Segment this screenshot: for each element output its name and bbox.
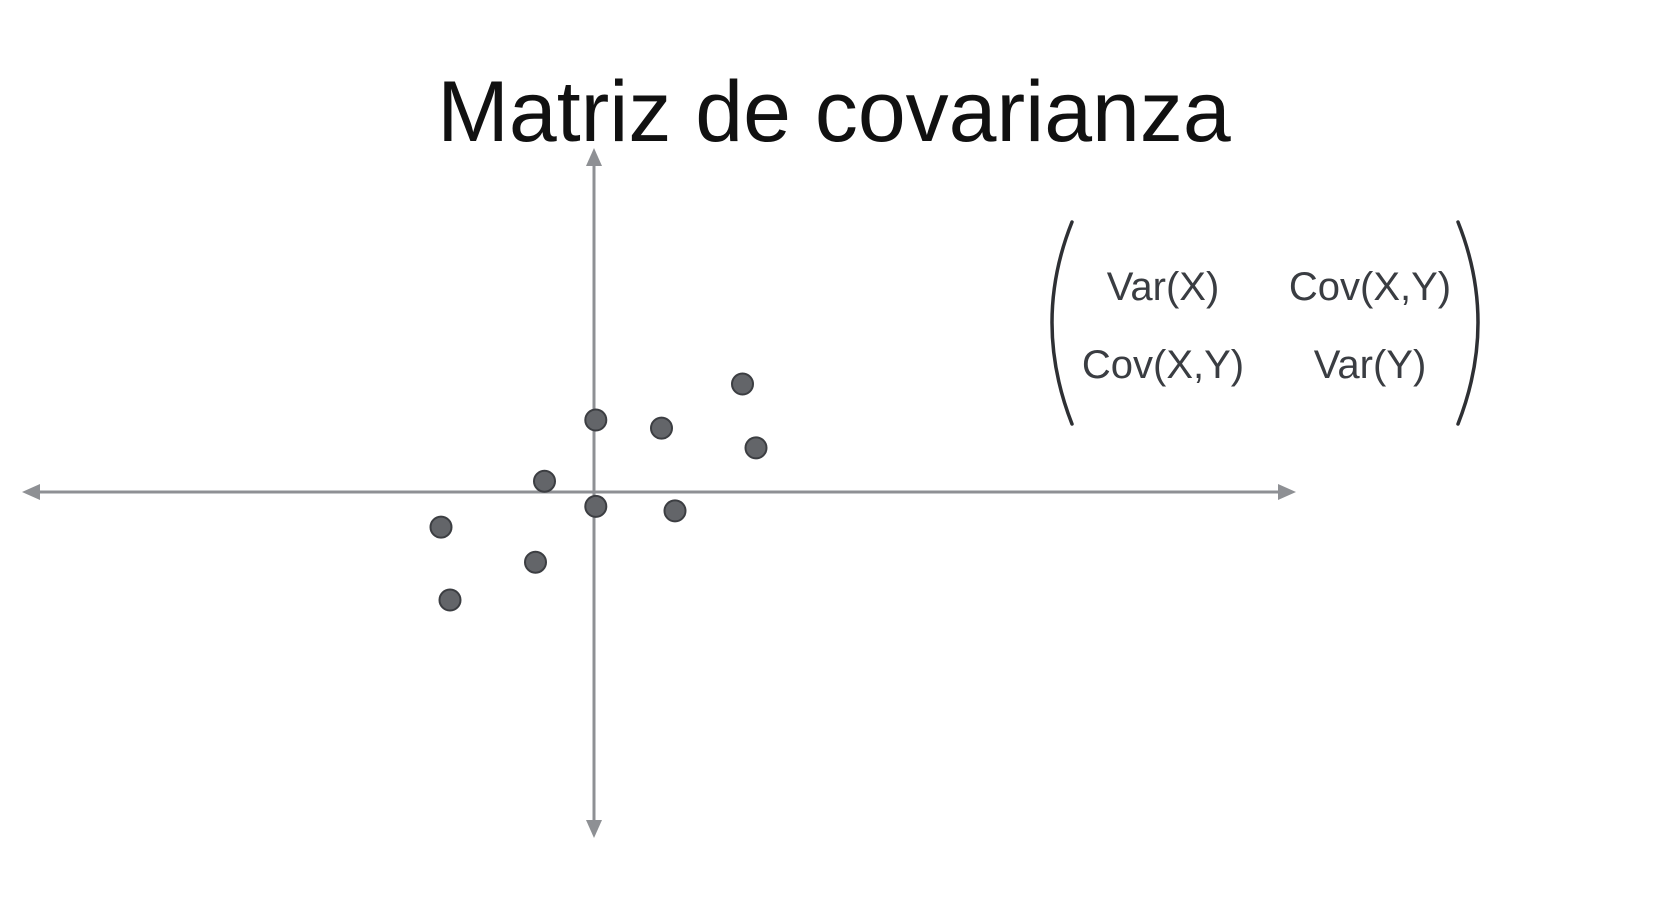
matrix-left-bracket <box>1050 220 1074 426</box>
matrix-cell-2-2: Var(Y) <box>1314 343 1427 387</box>
scatter-point <box>731 372 754 396</box>
matrix-cell-2-1: Cov(X,Y) <box>1082 343 1244 387</box>
scatter-point <box>584 408 608 432</box>
scatter-point <box>584 494 608 518</box>
y-axis <box>586 148 602 838</box>
x-axis <box>22 484 1296 500</box>
scatter-point <box>429 515 453 539</box>
x-axis-right-arrow <box>1278 484 1296 500</box>
y-axis-top-arrow <box>586 148 602 166</box>
slide-title: Matriz de covarianza <box>437 64 1231 160</box>
scatter-point <box>663 499 687 523</box>
matrix-right-bracket <box>1456 220 1480 426</box>
matrix-cell-1-2: Cov(X,Y) <box>1289 265 1451 309</box>
scatter-point <box>524 550 547 574</box>
x-axis-left-arrow <box>22 484 40 500</box>
scatter-point <box>533 469 556 493</box>
scatter-point <box>438 588 462 612</box>
matrix-cell-1-1: Var(X) <box>1107 265 1220 309</box>
covariance-matrix: Var(X) Cov(X,Y) Cov(X,Y) Var(Y) <box>1050 220 1480 426</box>
y-axis-bottom-arrow <box>586 820 602 838</box>
scatter-point <box>744 436 768 460</box>
scatter-point <box>650 416 673 440</box>
scatter-points <box>429 372 768 612</box>
